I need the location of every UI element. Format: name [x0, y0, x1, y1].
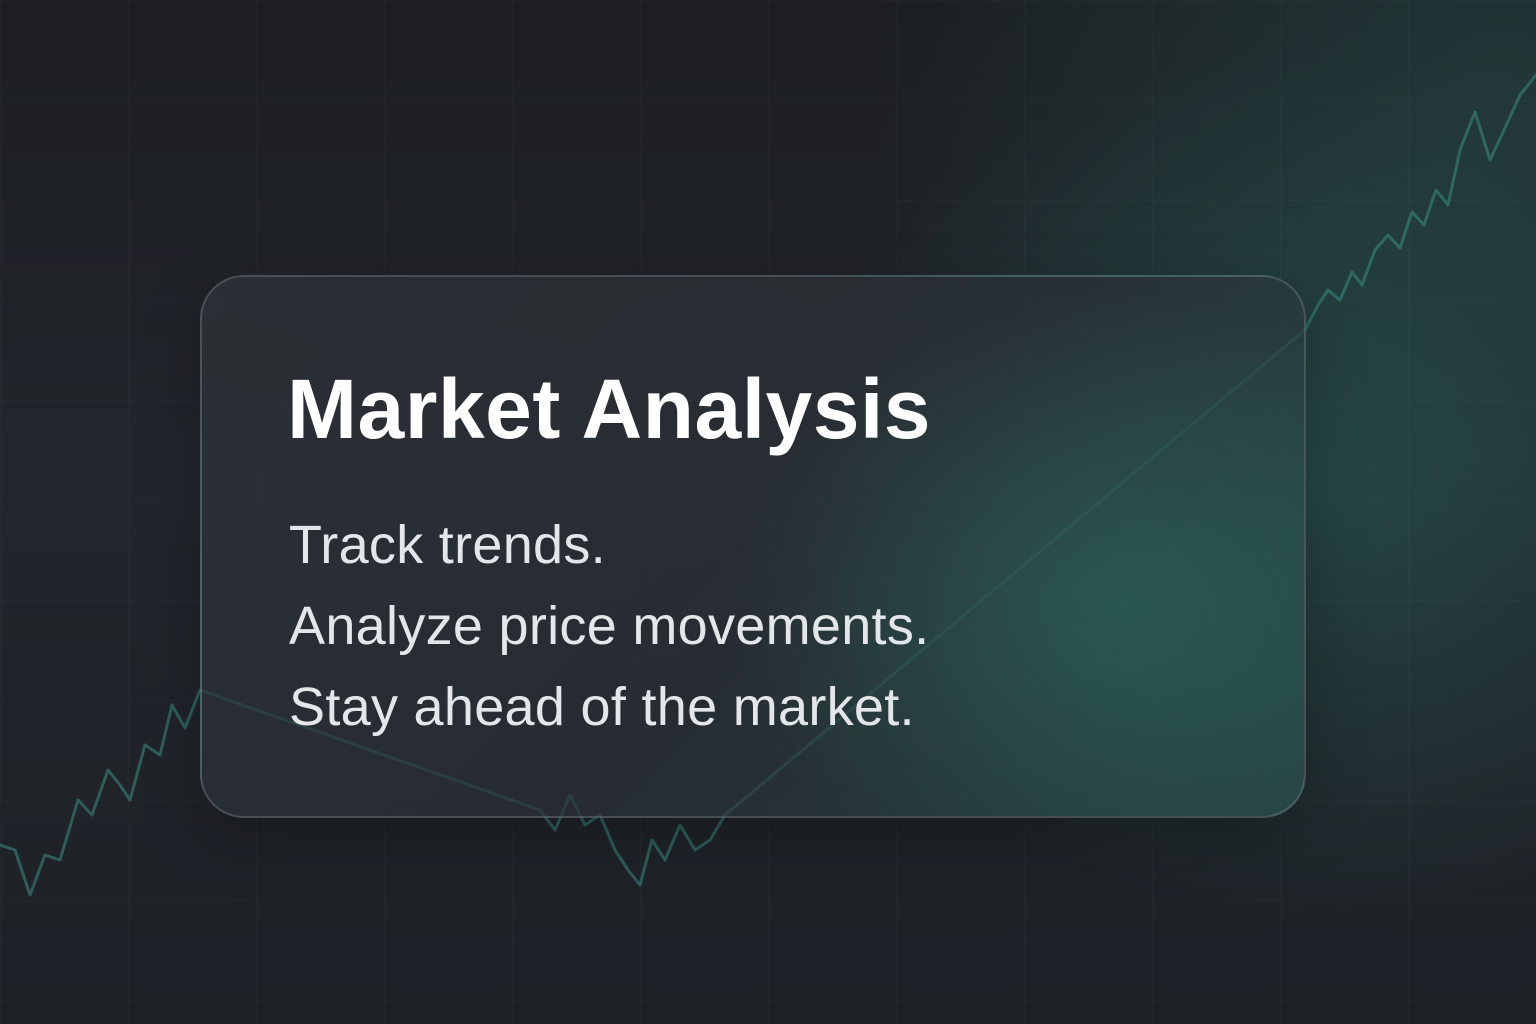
market-analysis-card: Market Analysis Track trends. Analyze pr… [200, 275, 1306, 818]
tagline-track-trends: Track trends. [289, 515, 606, 575]
tagline-analyze-price: Analyze price movements. [289, 596, 930, 656]
tagline-stay-ahead: Stay ahead of the market. [289, 677, 915, 737]
card-tagline-list: Track trends. Analyze price movements. S… [289, 505, 929, 748]
card-title: Market Analysis [287, 362, 932, 456]
